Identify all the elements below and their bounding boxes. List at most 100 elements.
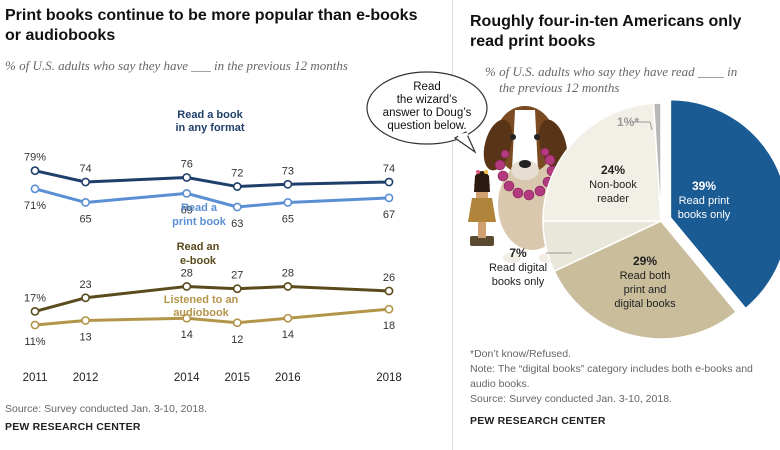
- x-tick-label-5: 2018: [376, 372, 402, 384]
- data-point-2-4: [283, 282, 293, 291]
- right-notes: *Don’t know/Refused. Note: The “digital …: [470, 347, 775, 407]
- value-label-0-5: 74: [383, 163, 395, 175]
- value-label-2-2: 28: [181, 267, 193, 279]
- speech-bubble-line3: answer to Doug’s: [382, 107, 472, 119]
- data-point-0-4: [283, 179, 293, 189]
- left-brand: PEW RESEARCH CENTER: [5, 421, 141, 433]
- right-note-digital-line1: Note: The “digital books” category inclu…: [470, 363, 753, 375]
- pie-slice-4: [652, 102, 662, 222]
- right-subtitle-line1: % of U.S. adults who say they have read …: [485, 64, 738, 79]
- value-label-3-2: 14: [181, 329, 193, 341]
- data-point-0-2: [182, 173, 192, 182]
- data-point-2-0: [30, 307, 40, 316]
- value-label-2-1: 23: [79, 279, 91, 291]
- value-label-3-4: 14: [282, 329, 294, 341]
- value-label-1-0: 71%: [24, 200, 46, 212]
- value-label-3-0: 11%: [24, 336, 45, 348]
- value-label-1-3: 63: [231, 218, 243, 230]
- speech-bubble-line4: question below.: [387, 120, 467, 132]
- value-label-3-1: 13: [79, 331, 91, 343]
- lei-flowers: [494, 147, 558, 201]
- value-label-0-3: 72: [231, 168, 243, 180]
- data-point-0-1: [81, 177, 90, 187]
- data-point-3-3: [232, 318, 242, 328]
- value-label-1-4: 65: [282, 213, 294, 225]
- data-point-1-0: [30, 184, 40, 194]
- data-point-2-3: [232, 284, 242, 294]
- leader-line-dk: [632, 121, 653, 131]
- left-title-line1: Print books continue to be more popular …: [5, 7, 418, 24]
- x-tick-label-0: 2011: [23, 372, 48, 384]
- data-point-2-2: [182, 282, 192, 291]
- speech-bubble-line2: the wizard’s: [396, 94, 458, 106]
- series-line-0: [34, 169, 390, 189]
- pie-slice-label-3-0: Non-book: [589, 179, 637, 191]
- data-point-0-5: [384, 177, 394, 187]
- right-title-line1: Roughly four-in-ten Americans only: [470, 13, 742, 30]
- pie-slice-label-2-0: Read digital: [489, 262, 547, 274]
- series-label-2-1: e-book: [180, 255, 217, 267]
- hula-figure-illustration: [468, 170, 496, 246]
- right-title-line2: read print books: [470, 33, 596, 50]
- right-note-dk: *Don’t know/Refused.: [470, 348, 571, 360]
- series-label-0-0: Read a book: [177, 109, 243, 121]
- right-subtitle-line2: the previous 12 months: [499, 80, 620, 95]
- pie-value-label-4: 1%*: [617, 115, 639, 129]
- series-label-3-0: Listened to an: [164, 294, 239, 306]
- value-label-2-3: 27: [231, 270, 243, 282]
- pie-value-label-1: 29%: [633, 254, 657, 268]
- pie-slice-3: [542, 102, 662, 222]
- pie-slice-label-1-1: print and: [624, 284, 667, 296]
- value-label-3-3: 12: [231, 334, 243, 346]
- speech-bubble-text: Read the wizard’s answer to Doug’s quest…: [372, 81, 482, 133]
- value-label-0-4: 73: [282, 165, 294, 177]
- pie-slice-label-1-2: digital books: [614, 298, 676, 310]
- x-tick-label-2: 2014: [174, 372, 200, 384]
- left-subtitle: % of U.S. adults who say they have ___ i…: [5, 58, 348, 73]
- data-point-0-3: [232, 182, 242, 191]
- series-label-3-1: audiobook: [173, 307, 229, 319]
- value-label-1-2: 69: [181, 204, 193, 216]
- right-subtitle: % of U.S. adults who say they have read …: [485, 64, 775, 96]
- series-line-1: [34, 187, 390, 209]
- data-point-3-4: [283, 313, 293, 323]
- pie-slice-label-3-1: reader: [597, 193, 629, 205]
- pie-value-label-3: 24%: [601, 163, 625, 177]
- right-source: Source: Survey conducted Jan. 3-10, 2018…: [470, 393, 672, 405]
- series-label-1-0: Read a: [181, 202, 218, 214]
- panel-divider: [452, 0, 453, 450]
- pie-slice-label-0-1: books only: [678, 209, 731, 221]
- left-title-line2: or audiobooks: [5, 27, 116, 44]
- data-point-3-1: [81, 316, 90, 325]
- data-point-2-5: [384, 286, 394, 296]
- right-note-digital-line2: audio books.: [470, 378, 530, 390]
- speech-bubble: [366, 71, 488, 154]
- value-label-0-1: 74: [79, 163, 91, 175]
- pie-slice-label-2-1: books only: [492, 276, 545, 288]
- left-title: Print books continue to be more popular …: [5, 6, 445, 46]
- x-tick-label-1: 2012: [73, 372, 99, 384]
- series-label-2-0: Read an: [177, 241, 220, 253]
- pie-slice-label-0-0: Read print: [679, 195, 730, 207]
- series-line-3: [34, 307, 390, 327]
- value-label-3-5: 18: [383, 320, 395, 332]
- value-label-1-1: 65: [79, 213, 91, 225]
- pie-slice-label-1-0: Read both: [620, 270, 671, 282]
- right-brand: PEW RESEARCH CENTER: [470, 415, 606, 427]
- data-point-3-5: [384, 304, 394, 314]
- data-point-1-5: [384, 193, 394, 203]
- data-point-1-1: [81, 198, 90, 207]
- right-title: Roughly four-in-ten Americans only read …: [470, 12, 770, 52]
- data-point-3-0: [30, 320, 40, 330]
- value-label-2-4: 28: [282, 267, 294, 279]
- value-label-0-0: 79%: [24, 152, 46, 164]
- left-source: Source: Survey conducted Jan. 3-10, 2018…: [5, 403, 207, 415]
- data-point-1-4: [283, 198, 293, 207]
- x-tick-label-4: 2016: [275, 372, 301, 384]
- value-label-1-5: 67: [383, 209, 395, 221]
- pie-value-label-0: 39%: [692, 179, 716, 193]
- data-point-1-3: [232, 202, 242, 212]
- value-label-2-0: 17%: [24, 292, 46, 304]
